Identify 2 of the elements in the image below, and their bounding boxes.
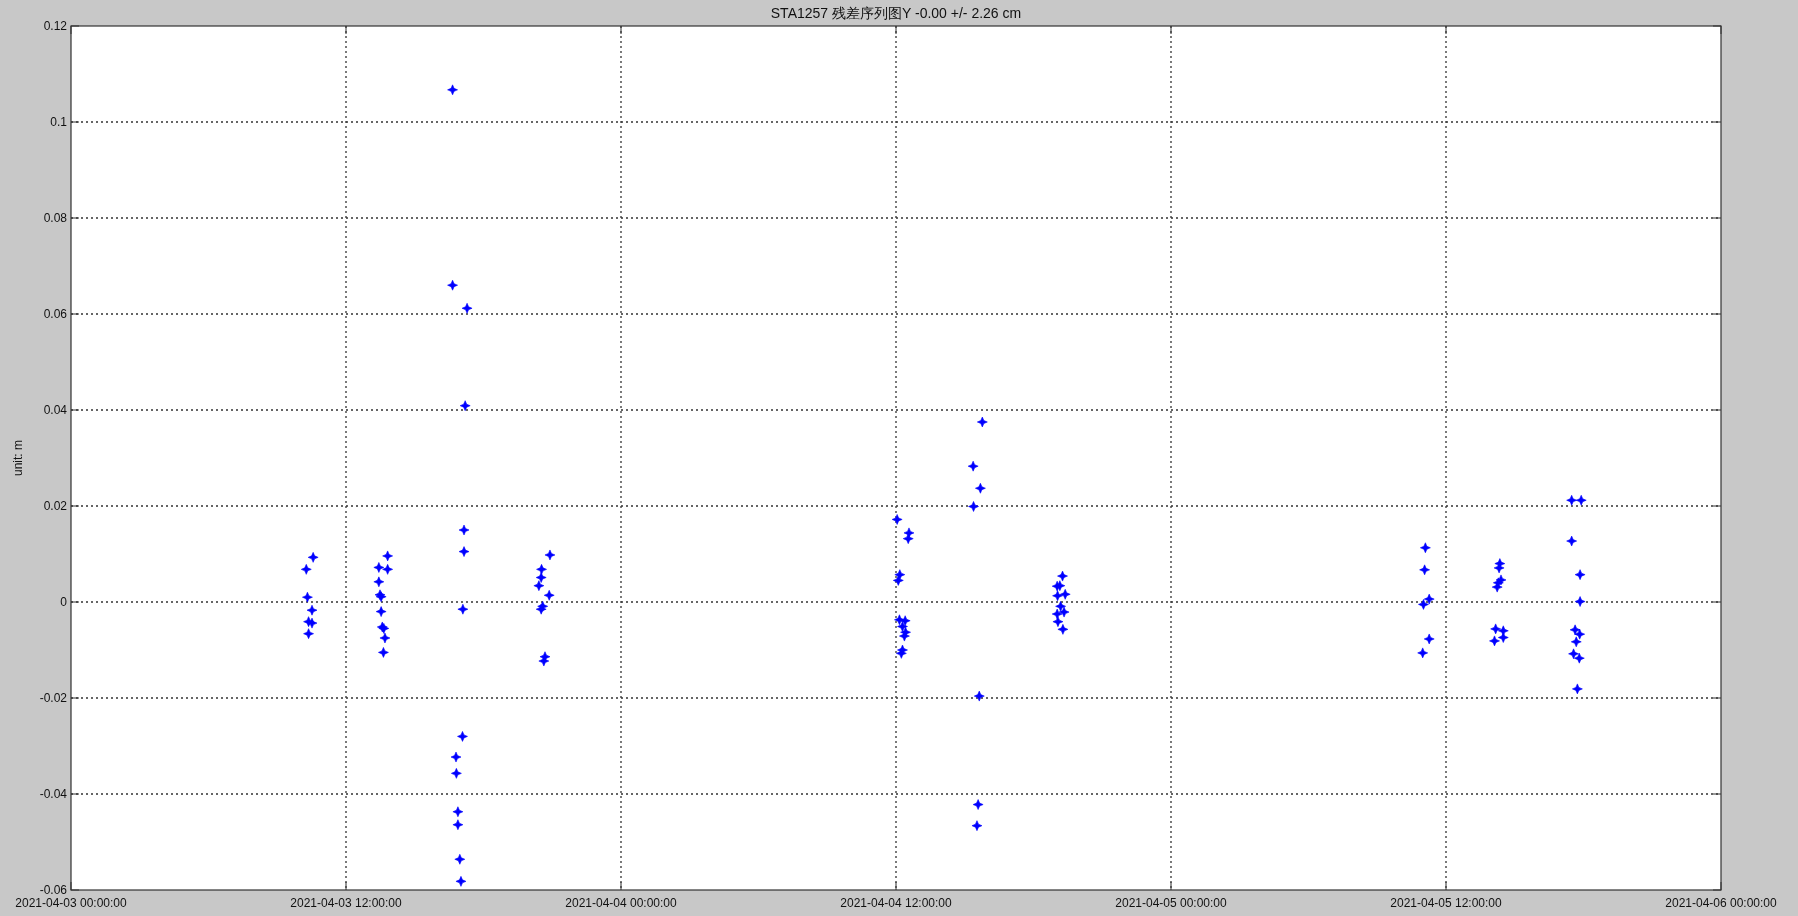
title: STA1257 残差序列图Y -0.00 +/- 2.26 cm bbox=[770, 5, 1022, 21]
ylabel: unit: m bbox=[11, 440, 25, 476]
